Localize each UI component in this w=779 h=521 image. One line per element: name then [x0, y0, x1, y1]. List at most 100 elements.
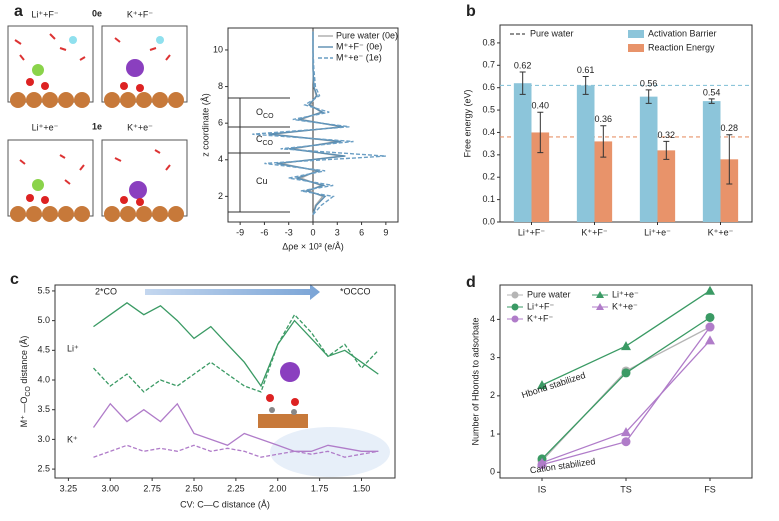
region-label-part: O [256, 107, 263, 117]
marker [621, 368, 631, 378]
legend-label: M⁺+e⁻ (1e) [336, 52, 382, 62]
x-tick-label: 3.00 [102, 483, 120, 493]
y-tick-label: 3 [490, 352, 495, 362]
x-tick-label: 9 [383, 227, 388, 237]
y-axis-label-part: M⁺ —O [19, 397, 29, 428]
legend-label: Pure water [530, 28, 574, 38]
marker [537, 457, 547, 467]
series-line [92, 402, 379, 452]
legend-swatch [628, 44, 644, 52]
annotation: 2*CO [95, 286, 117, 296]
value-label: 0.54 [703, 87, 721, 97]
marker [705, 322, 715, 332]
legend-label: K⁺+F⁻ [527, 313, 554, 323]
snapshot-label: K⁺+e⁻ [127, 122, 153, 132]
x-tick-label: -6 [260, 227, 268, 237]
error-bar [582, 75, 589, 95]
bar [720, 159, 739, 222]
error-bar [645, 89, 652, 104]
value-label: 0.62 [514, 60, 532, 70]
y-tick-label: 2 [218, 191, 223, 201]
y-tick-label: 1 [490, 428, 495, 438]
x-tick-label: 2.50 [185, 483, 203, 493]
marker [621, 437, 631, 447]
x-tick-label: K⁺+e⁻ [708, 227, 734, 237]
legend-marker [596, 303, 604, 310]
y-tick-label: 0.8 [482, 37, 495, 47]
x-tick-label: FS [704, 484, 716, 494]
x-tick-label: Li⁺+F⁻ [518, 227, 546, 237]
x-tick-label: -3 [285, 227, 293, 237]
y-tick-label: 4.5 [37, 345, 50, 355]
x-tick-label: 2.75 [143, 483, 161, 493]
molecules [14, 33, 171, 206]
y-tick-label: 0.3 [482, 149, 495, 159]
profile-line [252, 31, 386, 216]
y-axis-label: Number of Hbonds to adsorbate [470, 317, 480, 445]
legend-marker [511, 303, 519, 311]
legend-label: Li⁺+e⁻ [612, 289, 639, 299]
y-tick-label: 5.5 [37, 285, 50, 295]
series-line [93, 444, 379, 458]
x-tick-label: 0 [310, 227, 315, 237]
y-tick-label: 10 [213, 44, 223, 54]
x-axis-label: Δρe × 10³ (e/Å) [282, 241, 343, 251]
y-axis-label: z coordinate (Å) [200, 93, 210, 157]
x-tick-label: 6 [359, 227, 364, 237]
y-tick-label: 0.0 [482, 216, 495, 226]
y-tick-label: 0.7 [482, 60, 495, 70]
series-line [93, 313, 379, 393]
y-axis-label: M⁺ —OCO distance (Å) [19, 336, 32, 428]
y-tick-label: 0.6 [482, 82, 495, 92]
snapshots [7, 25, 188, 222]
error-bar [663, 140, 670, 160]
y-tick-label: 4 [218, 154, 223, 164]
panel-label: d [466, 274, 476, 291]
x-tick-label: 1.50 [353, 483, 371, 493]
x-axis-label: CV: C—C distance (Å) [180, 499, 270, 509]
snapshot-label: Li⁺+e⁻ [32, 122, 59, 132]
bar [531, 132, 550, 222]
region-label-part: Cu [256, 176, 268, 186]
bar [702, 101, 721, 222]
error-bar [519, 71, 526, 95]
legend-label: Reaction Energy [648, 42, 715, 52]
region-label: OCO [256, 107, 274, 120]
snapshot-box [7, 139, 94, 217]
error-bar [600, 125, 607, 158]
bar [594, 141, 613, 222]
x-tick-label: 3 [335, 227, 340, 237]
region-label-part: C [256, 134, 263, 144]
y-tick-label: 0.5 [482, 104, 495, 114]
error-bar [726, 134, 733, 185]
legend-label: M⁺+F⁻ (0e) [336, 41, 382, 51]
plot-frame [499, 24, 753, 223]
legend-label: K⁺+e⁻ [612, 301, 638, 311]
y-axis-label-part: distance (Å) [19, 336, 29, 387]
error-bar [708, 98, 715, 104]
legend-marker [511, 291, 519, 299]
panel-c-decor [145, 284, 390, 477]
value-label: 0.61 [577, 65, 595, 75]
marker [621, 427, 631, 437]
panel-label: c [10, 271, 19, 288]
legend-swatch [628, 30, 644, 38]
y-tick-label: 3.5 [37, 404, 50, 414]
profile-line [272, 31, 342, 215]
region-label: CCO [256, 134, 274, 147]
y-tick-label: 4.0 [37, 374, 50, 384]
x-tick-label: 2.25 [227, 483, 245, 493]
snapshot-label: K⁺+F⁻ [127, 9, 154, 19]
bar [639, 96, 658, 222]
region-label: Cu [256, 176, 268, 186]
x-tick-label: TS [620, 484, 632, 494]
x-tick-label: 2.00 [269, 483, 287, 493]
panel-label: b [466, 3, 476, 20]
y-tick-label: 5.0 [37, 315, 50, 325]
bar [657, 150, 676, 222]
y-tick-label: 3.0 [37, 434, 50, 444]
value-label: 0.36 [595, 114, 613, 124]
y-tick-label: 6 [218, 118, 223, 128]
bar [513, 83, 532, 222]
